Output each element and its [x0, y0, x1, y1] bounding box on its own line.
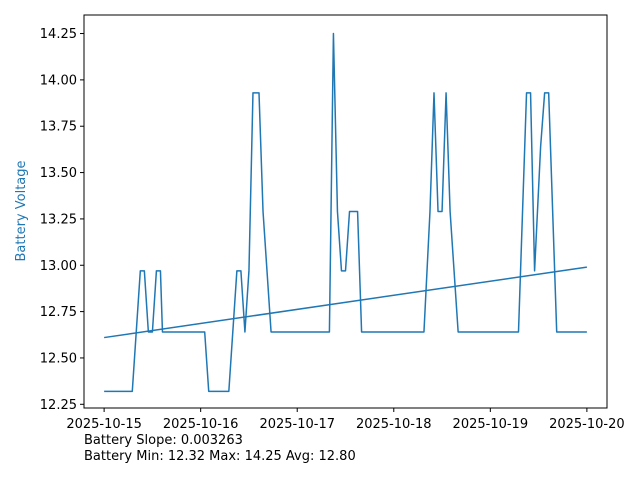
- battery-slope-text: Battery Slope: 0.003263: [84, 433, 243, 448]
- x-tick-label: 2025-10-15: [66, 417, 142, 432]
- voltage-trend-line: [104, 266, 587, 339]
- battery-minmax-text: Battery Min: 12.32 Max: 14.25 Avg: 12.80: [84, 449, 356, 464]
- y-axis-label: Battery Voltage: [14, 160, 29, 261]
- x-tick-label: 2025-10-20: [549, 417, 625, 432]
- plot-series: [104, 32, 587, 393]
- y-tick-label: 13.50: [40, 166, 77, 181]
- plot-frame: [83, 14, 608, 409]
- x-tick-label: 2025-10-18: [356, 417, 432, 432]
- x-tick-label: 2025-10-17: [259, 417, 335, 432]
- y-tick-label: 13.25: [40, 212, 77, 227]
- y-axis: 12.25 12.50 12.75 13.00 13.25 13.50 13.75 14.00…: [40, 27, 84, 413]
- x-axis: 2025-10-15 2025-10-16 2025-10-17 2025-10-18…: [66, 408, 625, 432]
- y-tick-label: 13.00: [40, 259, 77, 274]
- y-tick-label: 14.25: [40, 27, 77, 42]
- voltage-series-line: [104, 32, 587, 393]
- x-tick-label: 2025-10-19: [453, 417, 529, 432]
- y-tick-label: 12.50: [40, 351, 77, 366]
- y-tick-label: 13.75: [40, 120, 77, 135]
- x-tick-label: 2025-10-16: [163, 417, 239, 432]
- y-tick-label: 12.25: [40, 398, 77, 413]
- y-tick-label: 12.75: [40, 305, 77, 320]
- y-tick-label: 14.00: [40, 73, 77, 88]
